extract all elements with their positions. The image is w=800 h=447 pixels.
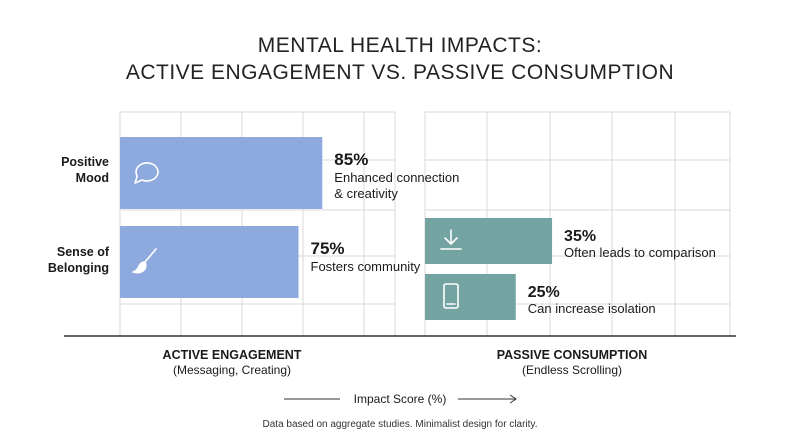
- chart-title-line-1: MENTAL HEALTH IMPACTS:: [257, 34, 543, 57]
- smartphone-icon: [443, 283, 459, 309]
- speech-bubble-icon: [134, 162, 159, 184]
- chart-title-line-2: ACTIVE ENGAGEMENT VS. PASSIVE CONSUMPTIO…: [125, 61, 675, 84]
- value-label: 85%: [334, 150, 368, 169]
- panel-title: ACTIVE ENGAGEMENT: [163, 348, 302, 362]
- category-label: Mood: [76, 171, 109, 185]
- bar-note: Often leads to comparison: [564, 245, 716, 260]
- panel-subtitle: (Endless Scrolling): [522, 363, 622, 377]
- bar-note: Can increase isolation: [528, 301, 656, 316]
- panel-subtitle: (Messaging, Creating): [173, 363, 291, 377]
- bar-active-1: [120, 137, 323, 209]
- bar-note: Enhanced connection: [334, 170, 459, 185]
- brush-handle: [144, 248, 157, 263]
- bar-active-2: [120, 226, 299, 298]
- value-label: 25%: [528, 284, 560, 301]
- phone-body: [443, 283, 459, 309]
- bar-passive-1: [425, 218, 553, 264]
- axis-arrow-icon: [509, 394, 517, 404]
- download-arrow-icon: [440, 229, 462, 250]
- bar-passive-2: [425, 274, 516, 320]
- category-label: Sense of: [57, 245, 110, 259]
- paintbrush-icon: [132, 248, 157, 274]
- download-arrow-shape: [440, 229, 462, 250]
- value-label: 75%: [311, 239, 345, 258]
- bar-note: Fosters community: [311, 259, 421, 274]
- labels: 85%Enhanced connection& creativity 75%Fos…: [48, 150, 716, 406]
- category-label: Positive: [61, 155, 109, 169]
- x-axis-label: Impact Score (%): [354, 392, 447, 406]
- footnote: Data based on aggregate studies. Minimal…: [262, 419, 538, 430]
- brush-tip: [132, 261, 147, 274]
- value-label: 35%: [564, 228, 596, 245]
- speech-bubble-shape: [134, 162, 159, 184]
- panel-title: PASSIVE CONSUMPTION: [497, 348, 647, 362]
- bars: [120, 137, 553, 320]
- bar-note: & creativity: [334, 186, 398, 201]
- category-label: Belonging: [48, 261, 109, 275]
